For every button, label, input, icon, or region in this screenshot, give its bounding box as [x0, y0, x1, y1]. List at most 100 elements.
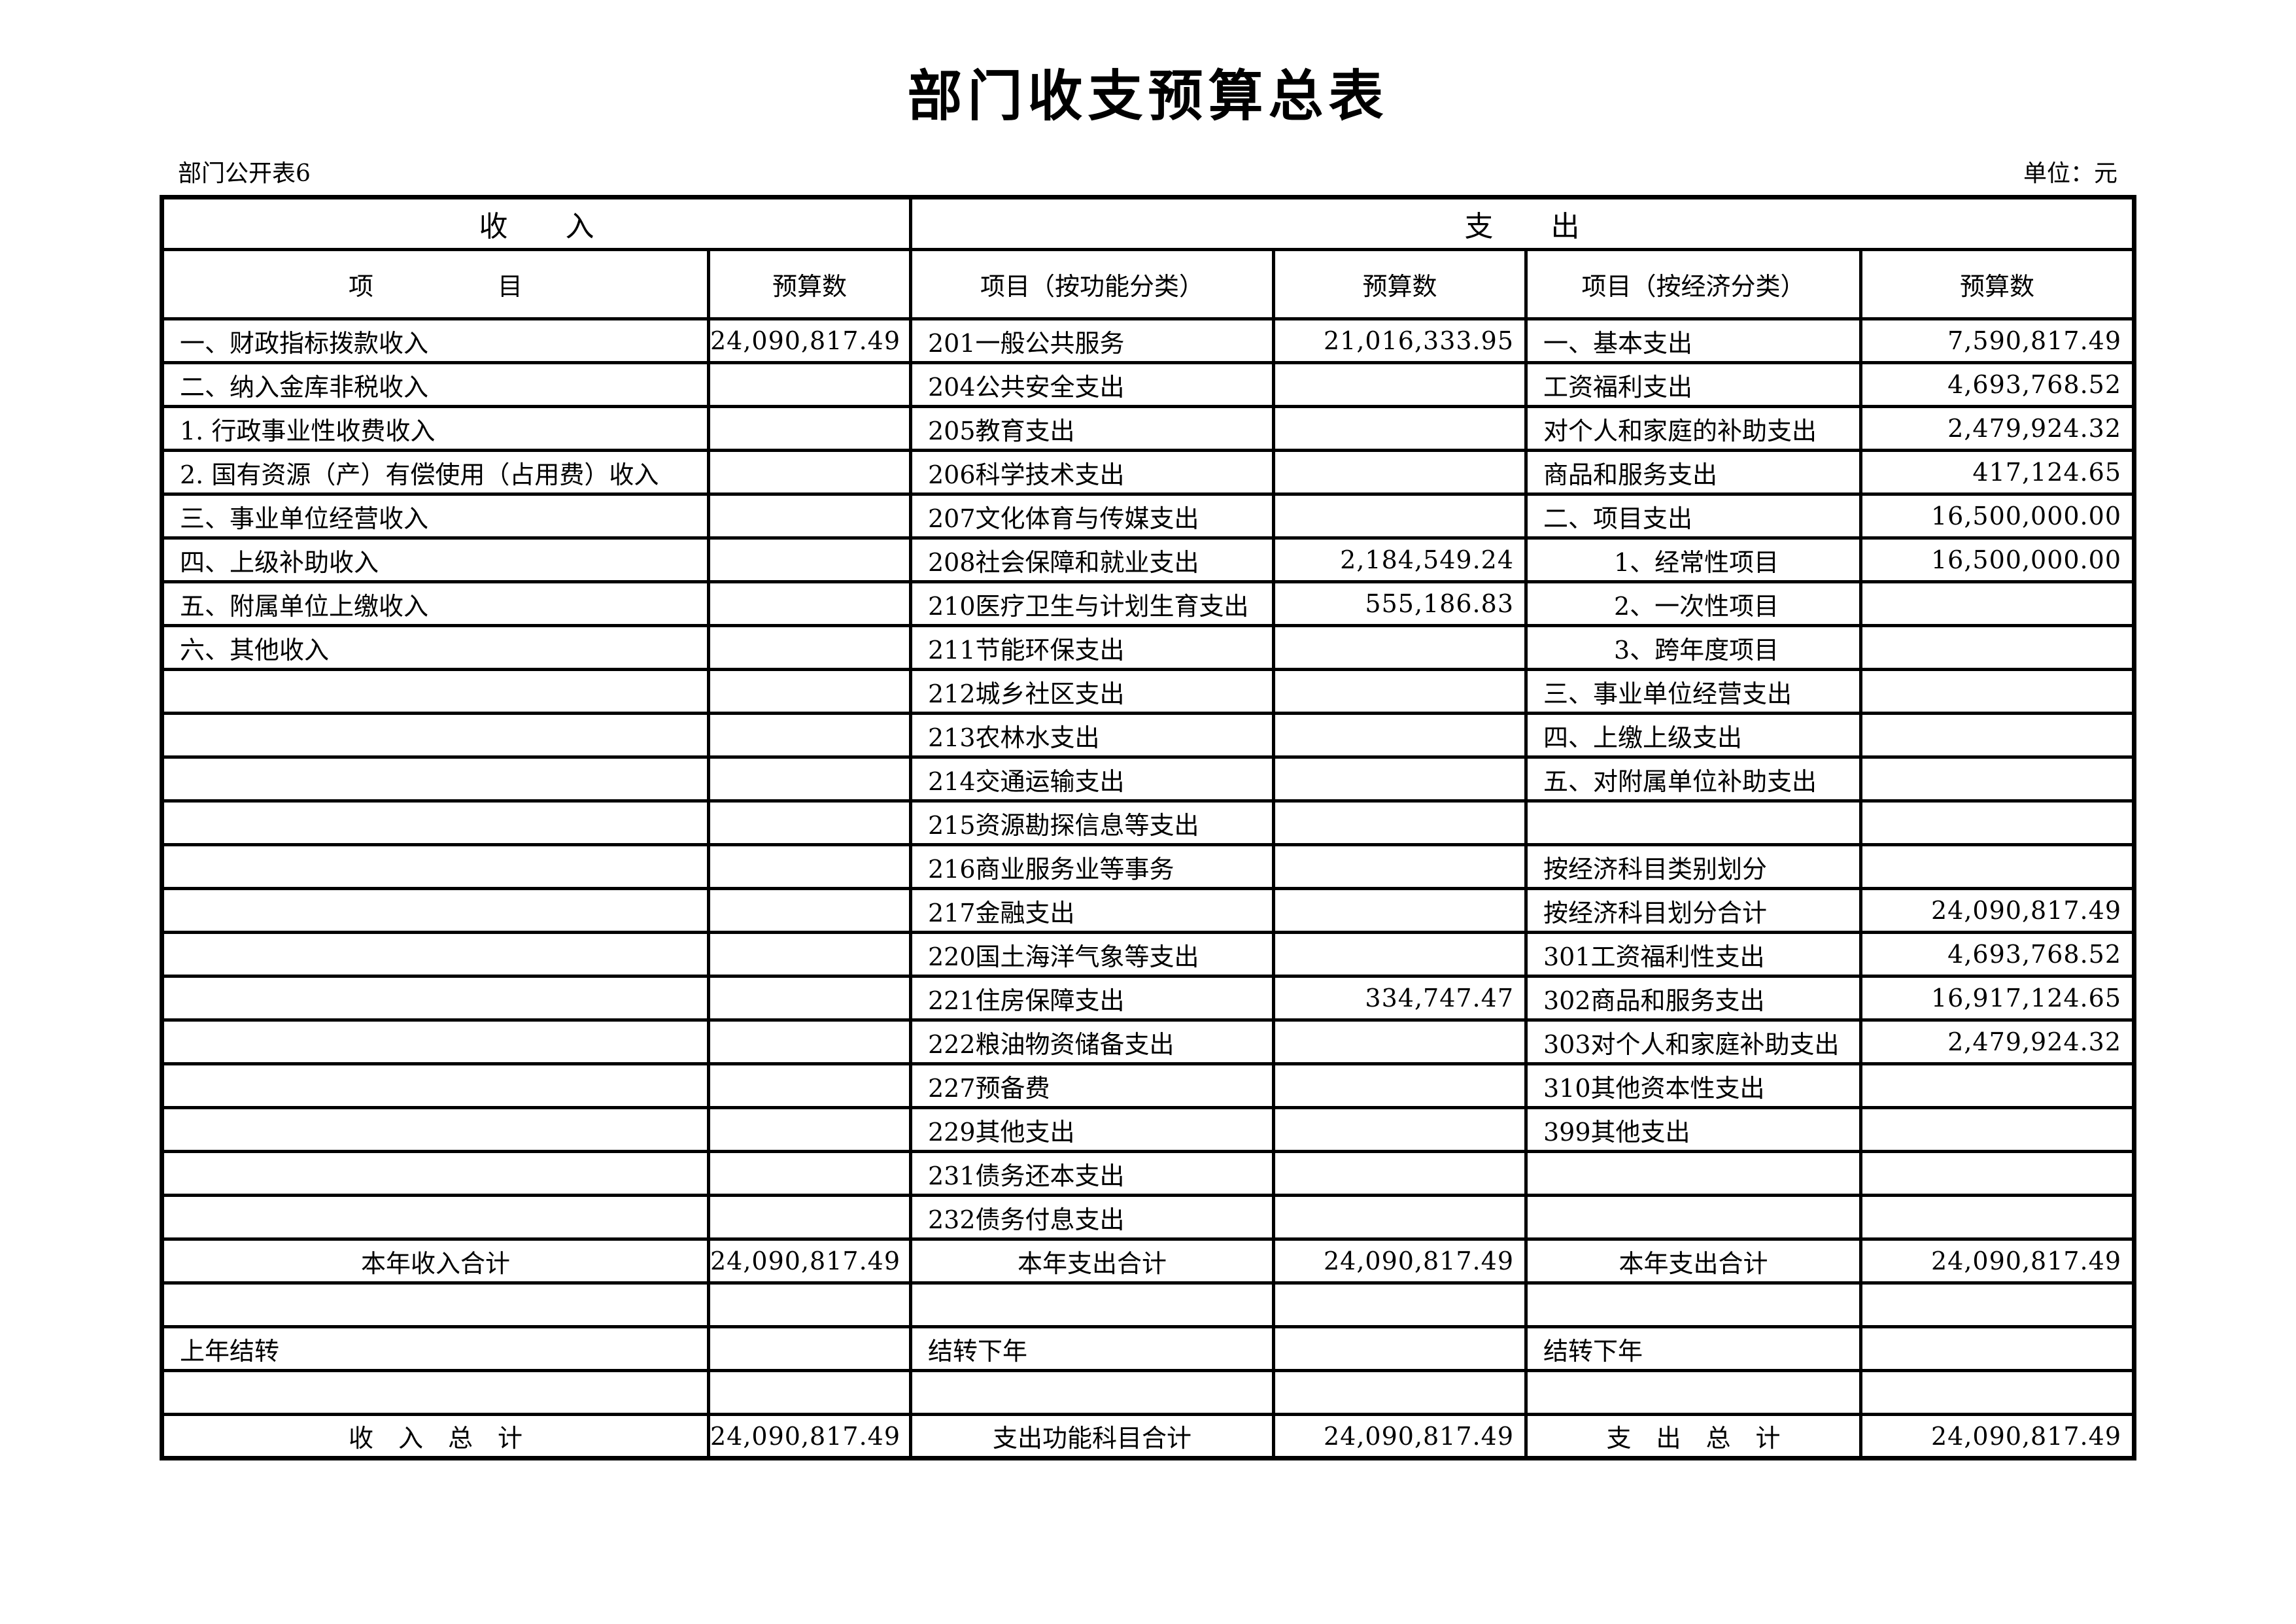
econ-item-cell: 三、事业单位经营支出	[1524, 668, 1862, 715]
table-note: 部门公开表6	[178, 160, 311, 187]
income-budget-cell: 24,090,817.49	[707, 1413, 912, 1460]
econ-budget-cell	[1859, 755, 2136, 803]
econ-item-cell: 3、跨年度项目	[1524, 624, 1862, 671]
econ-budget-cell: 16,500,000.00	[1859, 492, 2136, 540]
econ-item-cell: 工资福利支出	[1524, 361, 1862, 408]
func-budget-cell	[1272, 1369, 1528, 1416]
econ-budget-cell	[1859, 1062, 2136, 1109]
func-budget-cell: 2,184,549.24	[1272, 536, 1528, 583]
func-budget-cell	[1272, 712, 1528, 759]
econ-item-cell: 310其他资本性支出	[1524, 1062, 1862, 1109]
econ-item-cell: 五、对附属单位补助支出	[1524, 755, 1862, 803]
income-budget-cell	[707, 361, 912, 408]
func-budget-cell	[1272, 887, 1528, 934]
econ-budget-cell	[1859, 1325, 2136, 1372]
func-item-cell: 232债务付息支出	[909, 1194, 1275, 1241]
func-item-cell: 结转下年	[909, 1325, 1275, 1372]
income-item-cell	[160, 668, 710, 715]
func-budget-cell	[1272, 1194, 1528, 1241]
func-item-cell: 216商业服务业等事务	[909, 843, 1275, 890]
func-budget-cell	[1272, 449, 1528, 496]
income-item-cell	[160, 1369, 710, 1416]
col-header-income-budget: 预算数	[707, 248, 912, 320]
income-item-cell	[160, 1194, 710, 1241]
func-item-cell: 204公共安全支出	[909, 361, 1275, 408]
func-item-cell: 212城乡社区支出	[909, 668, 1275, 715]
income-budget-cell	[707, 492, 912, 540]
table-row: 六、其他收入 211节能环保支出 3、跨年度项目	[160, 624, 2136, 671]
income-item-cell	[160, 1150, 710, 1197]
econ-item-cell: 399其他支出	[1524, 1106, 1862, 1153]
income-section-header: 收 入	[160, 196, 912, 251]
expense-section-header: 支 出	[909, 196, 2136, 251]
table-row: 212城乡社区支出 三、事业单位经营支出	[160, 668, 2136, 715]
table-meta: 部门公开表6 单位：元	[160, 162, 2132, 186]
income-budget-cell	[707, 1281, 912, 1328]
func-budget-cell	[1272, 755, 1528, 803]
income-budget-cell	[707, 975, 912, 1022]
econ-budget-cell	[1859, 668, 2136, 715]
func-item-cell: 210医疗卫生与计划生育支出	[909, 580, 1275, 627]
econ-budget-cell: 24,090,817.49	[1859, 1237, 2136, 1285]
func-item-cell: 215资源勘探信息等支出	[909, 799, 1275, 846]
econ-budget-cell	[1859, 843, 2136, 890]
income-budget-cell	[707, 405, 912, 452]
econ-item-cell: 对个人和家庭的补助支出	[1524, 405, 1862, 452]
func-item-cell: 211节能环保支出	[909, 624, 1275, 671]
func-budget-cell	[1272, 843, 1528, 890]
col-header-econ-item: 项目（按经济分类）	[1524, 248, 1862, 320]
table-row: 215资源勘探信息等支出	[160, 799, 2136, 846]
budget-summary-table: 收 入 支 出 项 目 预算数 项目（按功能分类） 预算数 项目（按经济分类） …	[160, 195, 2136, 1460]
econ-item-cell: 1、经常性项目	[1524, 536, 1862, 583]
income-budget-cell	[707, 580, 912, 627]
table-row: 收 入 总 计 24,090,817.49 支出功能科目合计 24,090,817.4…	[160, 1413, 2136, 1460]
income-budget-cell	[707, 1062, 912, 1109]
income-budget-cell	[707, 624, 912, 671]
table-row: 227预备费 310其他资本性支出	[160, 1062, 2136, 1109]
income-budget-cell	[707, 1150, 912, 1197]
table-row: 213农林水支出 四、上缴上级支出	[160, 712, 2136, 759]
income-item-cell	[160, 1281, 710, 1328]
income-item-cell: 2. 国有资源（产）有偿使用（占用费）收入	[160, 449, 710, 496]
table-row: 229其他支出 399其他支出	[160, 1106, 2136, 1153]
income-budget-cell	[707, 843, 912, 890]
table-row: 2. 国有资源（产）有偿使用（占用费）收入 206科学技术支出 商品和服务支出 417…	[160, 449, 2136, 496]
table-row: 221住房保障支出 334,747.47 302商品和服务支出 16,917,124.…	[160, 975, 2136, 1022]
func-item-cell: 205教育支出	[909, 405, 1275, 452]
func-item-cell: 本年支出合计	[909, 1237, 1275, 1285]
func-budget-cell	[1272, 624, 1528, 671]
income-item-cell	[160, 931, 710, 978]
econ-budget-cell: 24,090,817.49	[1859, 887, 2136, 934]
section-header-row: 收 入 支 出	[160, 196, 2136, 251]
func-item-cell: 222粮油物资储备支出	[909, 1018, 1275, 1065]
func-item-cell: 227预备费	[909, 1062, 1275, 1109]
income-item-cell: 上年结转	[160, 1325, 710, 1372]
econ-item-cell: 结转下年	[1524, 1325, 1862, 1372]
income-budget-cell	[707, 799, 912, 846]
func-budget-cell: 24,090,817.49	[1272, 1237, 1528, 1285]
income-item-cell: 一、财政指标拨款收入	[160, 317, 710, 364]
col-header-econ-budget: 预算数	[1859, 248, 2136, 320]
income-item-cell: 二、纳入金库非税收入	[160, 361, 710, 408]
col-header-func-item: 项目（按功能分类）	[909, 248, 1275, 320]
func-item-cell: 201一般公共服务	[909, 317, 1275, 364]
func-budget-cell	[1272, 1325, 1528, 1372]
econ-item-cell	[1524, 1369, 1862, 1416]
income-item-cell	[160, 843, 710, 890]
page-title: 部门收支预算总表	[907, 63, 1389, 128]
func-item-cell	[909, 1281, 1275, 1328]
income-budget-cell	[707, 668, 912, 715]
income-budget-cell	[707, 931, 912, 978]
func-budget-cell	[1272, 799, 1528, 846]
table-row: 一、财政指标拨款收入 24,090,817.49 201一般公共服务 21,016,3…	[160, 317, 2136, 364]
income-budget-cell	[707, 712, 912, 759]
income-item-cell	[160, 975, 710, 1022]
func-budget-cell	[1272, 1018, 1528, 1065]
func-budget-cell: 555,186.83	[1272, 580, 1528, 627]
econ-item-cell	[1524, 1194, 1862, 1241]
table-row: 222粮油物资储备支出 303对个人和家庭补助支出 2,479,924.32	[160, 1018, 2136, 1065]
column-header-row: 项 目 预算数 项目（按功能分类） 预算数 项目（按经济分类） 预算数	[160, 248, 2136, 320]
income-budget-cell	[707, 1194, 912, 1241]
func-budget-cell: 24,090,817.49	[1272, 1413, 1528, 1460]
table-row: 三、事业单位经营收入 207文化体育与传媒支出 二、项目支出 16,500,000.0…	[160, 492, 2136, 540]
